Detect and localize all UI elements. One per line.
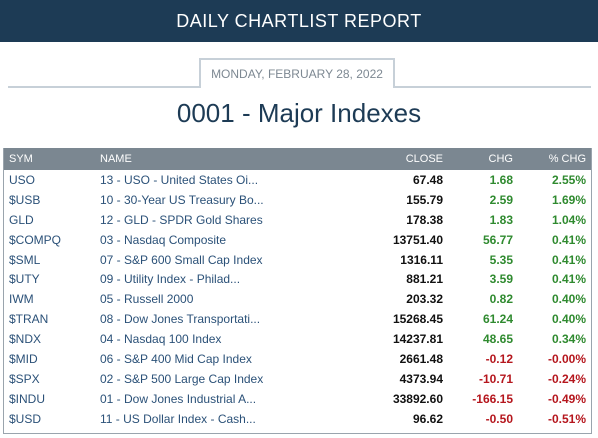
table-row: $COMPQ 03 - Nasdaq Composite 13751.40 56… — [4, 230, 591, 250]
row-pct-chg: 0.41% — [551, 252, 586, 267]
col-header-sym[interactable]: SYM — [9, 153, 33, 165]
row-pct-chg: 0.41% — [551, 232, 586, 247]
table-row: GLD 12 - GLD - SPDR Gold Shares 178.38 1… — [4, 210, 591, 230]
row-close: 2661.48 — [399, 352, 443, 367]
row-pct-chg: 0.40% — [551, 312, 586, 327]
row-chg: 5.35 — [489, 252, 513, 267]
row-name[interactable]: 02 - S&P 500 Large Cap Index — [100, 371, 264, 386]
row-name[interactable]: 08 - Dow Jones Transportati... — [100, 312, 261, 327]
row-close: 1316.11 — [400, 252, 443, 267]
row-chg: 48.65 — [482, 332, 513, 347]
row-name[interactable]: 05 - Russell 2000 — [100, 292, 194, 307]
row-close: 67.48 — [412, 173, 443, 187]
row-name[interactable]: 09 - Utility Index - Philad... — [100, 272, 241, 287]
row-symbol[interactable]: $SML — [9, 252, 41, 267]
row-symbol[interactable]: $NDX — [9, 332, 42, 347]
row-name[interactable]: 01 - Dow Jones Industrial A... — [100, 391, 257, 406]
table-body: USO 13 - USO - United States Oi... 67.48… — [4, 170, 591, 429]
row-name[interactable]: 03 - Nasdaq Composite — [100, 232, 227, 247]
index-table: SYM NAME CLOSE CHG % CHG USO 13 - USO - … — [3, 148, 592, 434]
row-symbol[interactable]: GLD — [9, 212, 34, 227]
table-row: $MID 06 - S&P 400 Mid Cap Index 2661.48 … — [4, 349, 591, 369]
row-chg: -0.12 — [485, 352, 513, 367]
row-close: 4373.94 — [399, 371, 443, 386]
row-chg: 1.68 — [489, 173, 513, 187]
table-row: $USD 11 - US Dollar Index - Cash... 96.6… — [4, 409, 591, 429]
table-row: IWM 05 - Russell 2000 203.32 0.82 0.40% — [4, 289, 591, 309]
row-symbol[interactable]: $USB — [9, 192, 41, 207]
row-chg: 61.24 — [482, 312, 513, 327]
row-chg: 2.59 — [489, 192, 513, 207]
table-row: $USB 10 - 30-Year US Treasury Bo... 155.… — [4, 190, 591, 210]
row-name[interactable]: 13 - USO - United States Oi... — [100, 173, 259, 187]
table-row: USO 13 - USO - United States Oi... 67.48… — [4, 170, 591, 190]
row-name[interactable]: 04 - Nasdaq 100 Index — [100, 332, 222, 347]
row-chg: 0.82 — [489, 292, 513, 307]
row-chg: -10.71 — [478, 371, 513, 386]
row-name[interactable]: 10 - 30-Year US Treasury Bo... — [100, 192, 264, 207]
table-row: $SPX 02 - S&P 500 Large Cap Index 4373.9… — [4, 369, 591, 389]
row-name[interactable]: 11 - US Dollar Index - Cash... — [100, 411, 256, 426]
row-pct-chg: -0.51% — [547, 411, 586, 426]
row-name[interactable]: 12 - GLD - SPDR Gold Shares — [100, 212, 263, 227]
row-pct-chg: -0.49% — [547, 391, 586, 406]
row-close: 881.21 — [406, 272, 443, 287]
row-chg: -0.50 — [485, 411, 513, 426]
row-close: 33892.60 — [392, 391, 443, 406]
banner-title: DAILY CHARTLIST REPORT — [176, 10, 422, 31]
row-pct-chg: -0.24% — [547, 371, 586, 386]
row-pct-chg: 1.04% — [551, 212, 586, 227]
row-pct-chg: -0.00% — [547, 352, 586, 367]
row-pct-chg: 2.55% — [551, 173, 586, 187]
row-close: 155.79 — [406, 192, 443, 207]
report-date-label: MONDAY, FEBRUARY 28, 2022 — [211, 67, 383, 81]
row-symbol[interactable]: $MID — [9, 352, 38, 367]
page-title: 0001 - Major Indexes — [176, 98, 422, 128]
row-close: 13751.40 — [392, 232, 443, 247]
table-row: $INDU 01 - Dow Jones Industrial A... 338… — [4, 389, 591, 409]
col-header-chg[interactable]: CHG — [488, 153, 513, 165]
row-symbol[interactable]: $TRAN — [9, 312, 49, 327]
row-symbol[interactable]: $SPX — [9, 371, 40, 386]
table-row: $NDX 04 - Nasdaq 100 Index 14237.81 48.6… — [4, 329, 591, 349]
row-close: 203.32 — [406, 292, 443, 307]
col-header-pct-chg[interactable]: % CHG — [548, 153, 586, 165]
row-symbol[interactable]: IWM — [9, 292, 34, 307]
col-header-name[interactable]: NAME — [100, 153, 132, 165]
row-name[interactable]: 07 - S&P 600 Small Cap Index — [100, 252, 263, 267]
row-close: 14237.81 — [392, 332, 443, 347]
row-chg: 3.59 — [489, 272, 513, 287]
row-pct-chg: 0.41% — [551, 272, 586, 287]
row-name[interactable]: 06 - S&P 400 Mid Cap Index — [100, 352, 252, 367]
table-row: $UTY 09 - Utility Index - Philad... 881.… — [4, 269, 591, 289]
col-header-close[interactable]: CLOSE — [405, 153, 443, 165]
row-chg: 56.77 — [482, 232, 513, 247]
table-row: $TRAN 08 - Dow Jones Transportati... 152… — [4, 309, 591, 329]
table-row: $SML 07 - S&P 600 Small Cap Index 1316.1… — [4, 250, 591, 270]
report-date: MONDAY, FEBRUARY 28, 2022 — [199, 58, 395, 88]
row-close: 96.62 — [412, 411, 443, 426]
row-chg: -166.15 — [472, 391, 513, 406]
row-symbol[interactable]: $USD — [9, 411, 42, 426]
row-close: 178.38 — [406, 212, 443, 227]
row-symbol[interactable]: $UTY — [9, 272, 40, 287]
report-banner: DAILY CHARTLIST REPORT — [0, 0, 598, 42]
row-chg: 1.83 — [489, 212, 513, 227]
row-symbol[interactable]: USO — [9, 173, 36, 187]
row-pct-chg: 0.40% — [551, 292, 586, 307]
row-close: 15268.45 — [392, 312, 443, 327]
row-symbol[interactable]: $INDU — [9, 391, 46, 406]
row-pct-chg: 0.34% — [551, 332, 586, 347]
row-symbol[interactable]: $COMPQ — [9, 232, 62, 247]
row-pct-chg: 1.69% — [551, 192, 586, 207]
table-header: SYM NAME CLOSE CHG % CHG — [4, 148, 591, 170]
